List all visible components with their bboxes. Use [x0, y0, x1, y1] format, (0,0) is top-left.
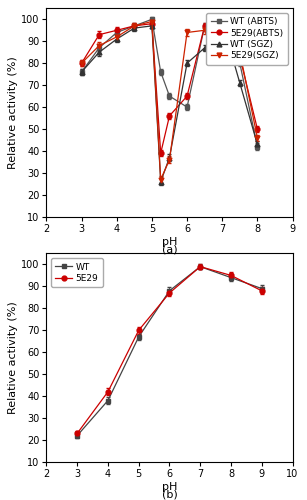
X-axis label: pH: pH — [162, 236, 177, 246]
Y-axis label: Relative activity (%): Relative activity (%) — [8, 302, 18, 414]
Y-axis label: Relative activity (%): Relative activity (%) — [8, 56, 18, 169]
Legend: WT (ABTS), 5E29(ABTS), WT (SGZ), 5E29(SGZ): WT (ABTS), 5E29(ABTS), WT (SGZ), 5E29(SG… — [206, 13, 288, 64]
X-axis label: pH: pH — [162, 482, 177, 492]
Text: (a): (a) — [162, 244, 177, 254]
Text: (b): (b) — [161, 490, 177, 500]
Legend: WT, 5E29: WT, 5E29 — [51, 258, 103, 288]
